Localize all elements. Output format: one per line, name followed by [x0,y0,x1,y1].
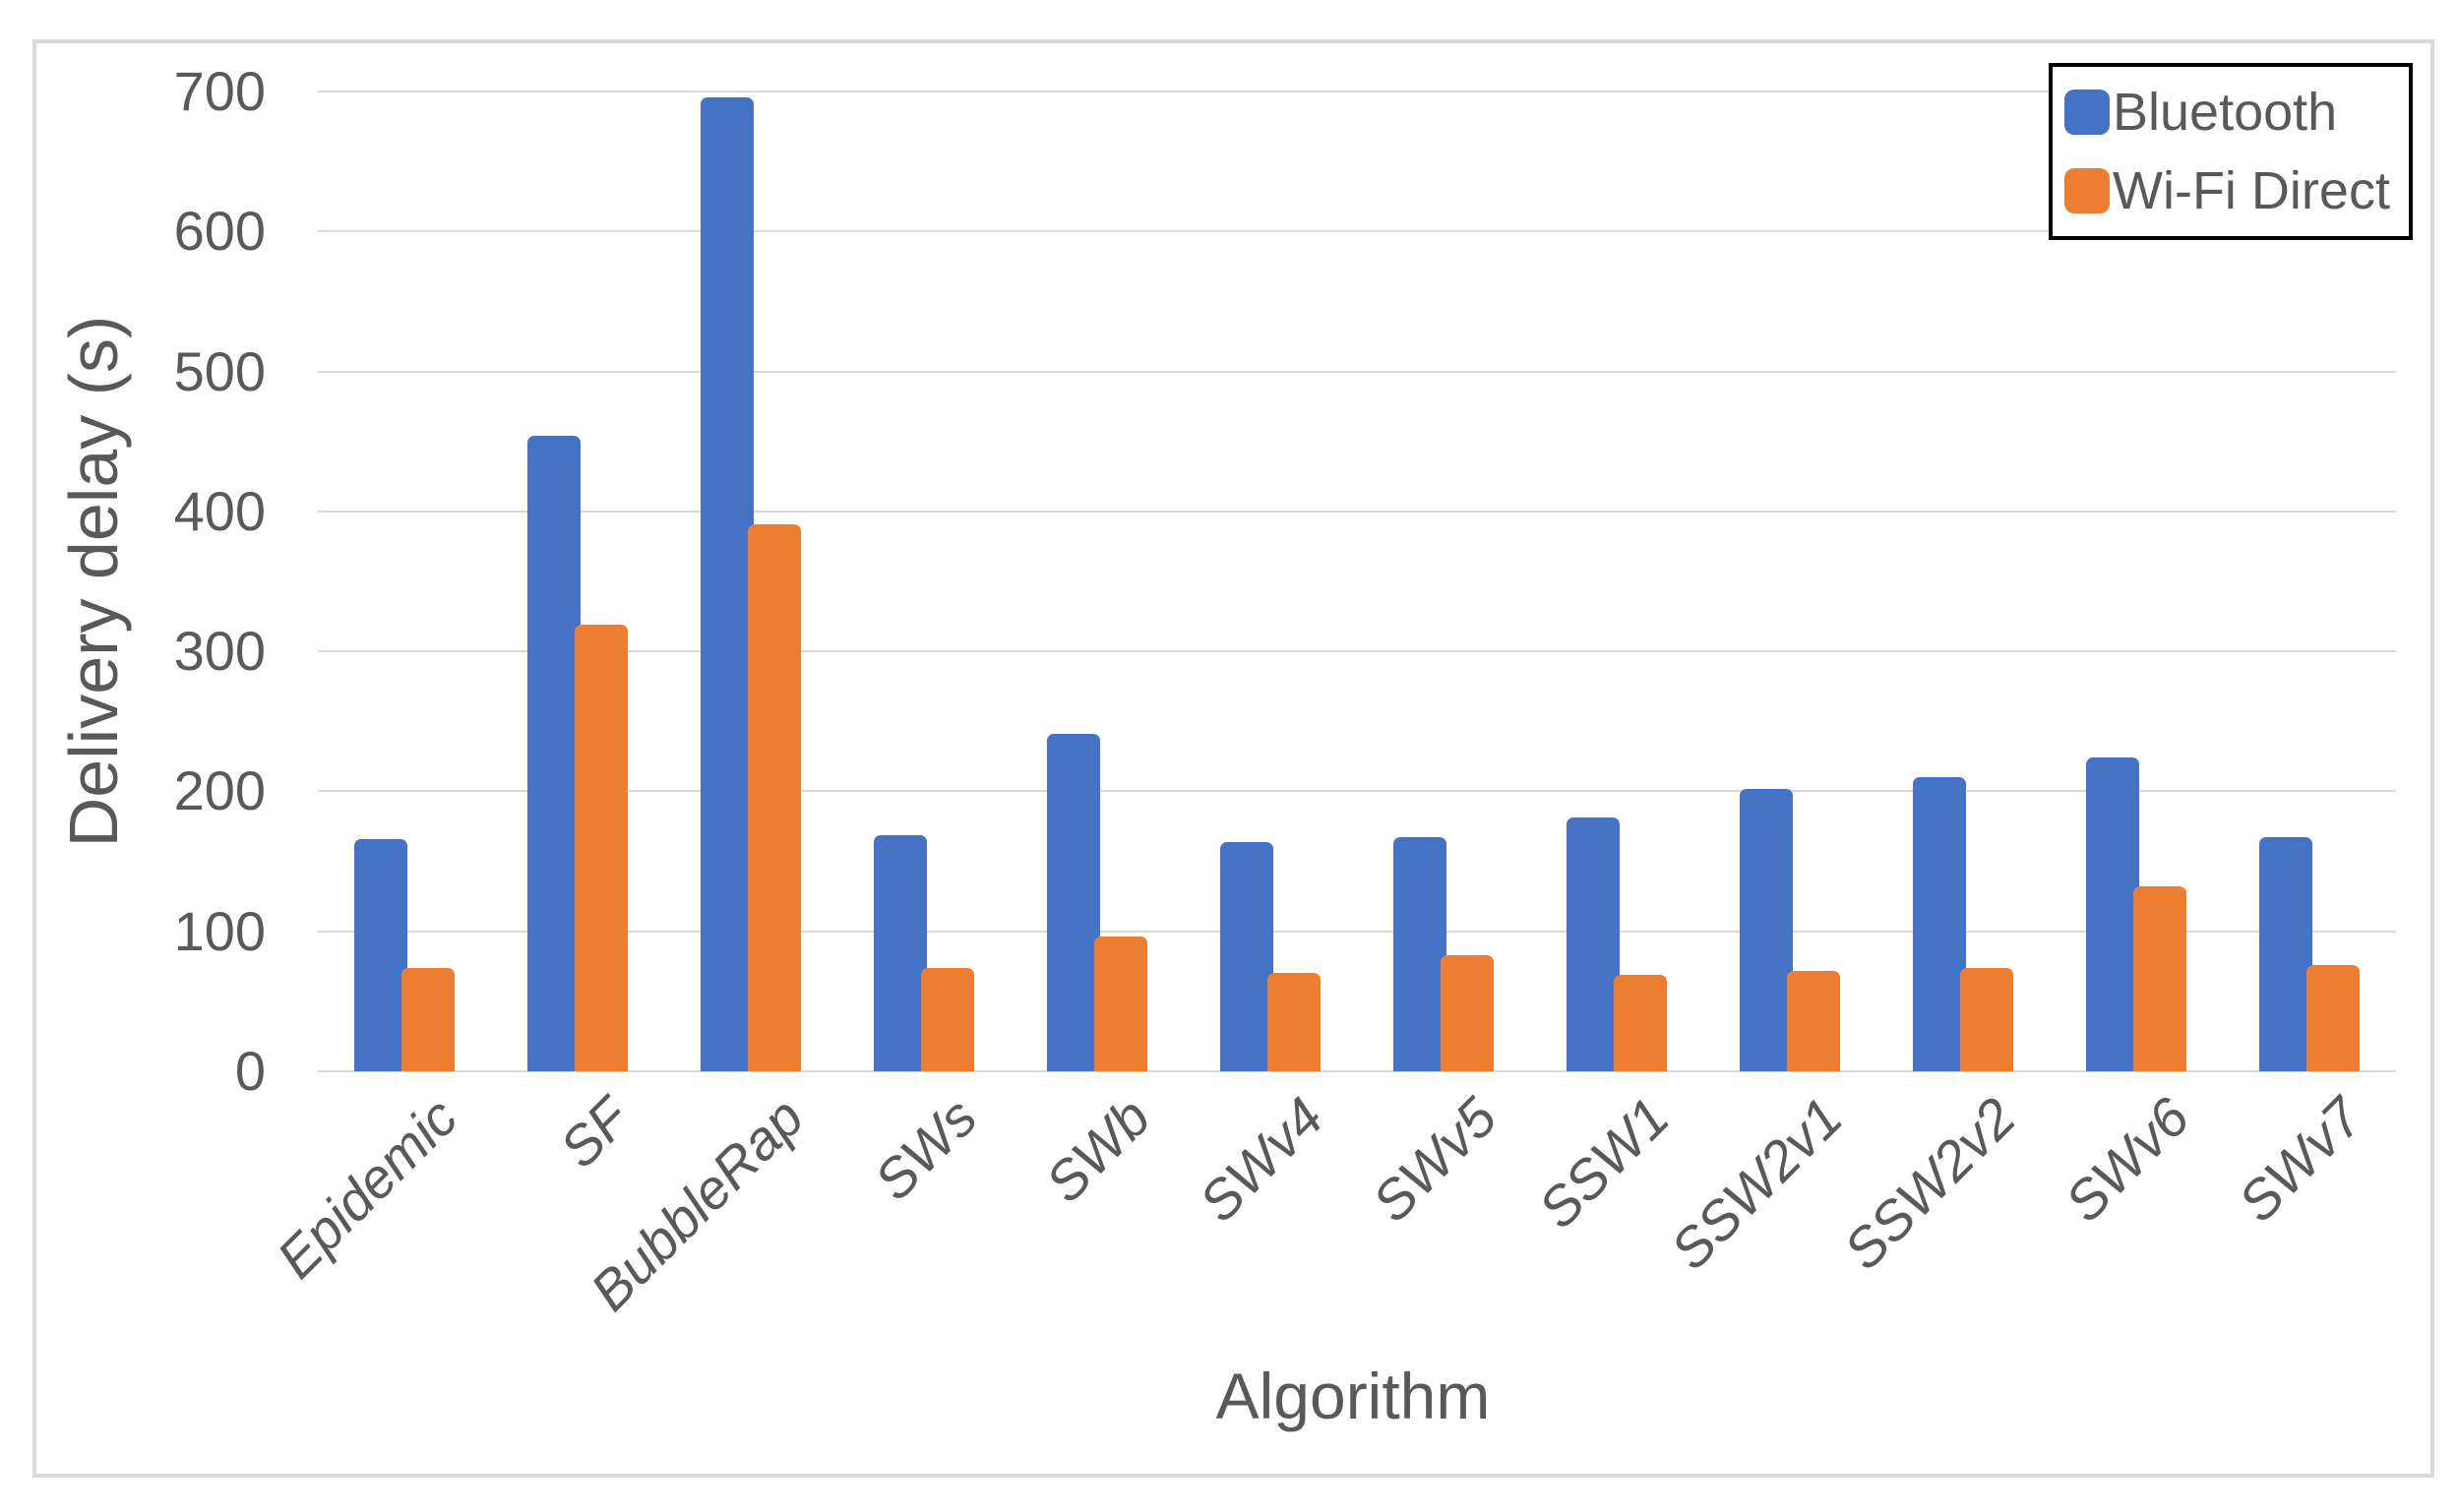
bar-wi-fi-direct-ssw2v1 [1787,970,1840,1071]
legend-item-wi-fi-direct: Wi-Fi Direct [2064,163,2409,218]
legend-swatch-wi-fi-direct-icon [2064,168,2110,213]
bar-bluetooth-ssw2v2 [1913,777,1966,1071]
bar-wi-fi-direct-bubblerap [748,523,801,1071]
legend-swatch-bluetooth-icon [2064,90,2110,135]
gridline-700 [318,91,2396,92]
y-tick-label-600: 600 [173,200,266,263]
bar-bluetooth-swv6 [2086,757,2139,1071]
bar-bluetooth-swv7 [2259,837,2312,1071]
chart-border [32,39,2434,1478]
y-tick-label-100: 100 [173,899,266,962]
bar-wi-fi-direct-swv5 [1441,954,1494,1071]
legend-label-wi-fi-direct: Wi-Fi Direct [2113,161,2390,220]
bar-bluetooth-ssw1 [1567,817,1620,1071]
gridline-200 [318,790,2396,793]
y-tick-label-700: 700 [173,60,266,122]
gridline-600 [318,230,2396,233]
bar-wi-fi-direct-swb [1094,937,1147,1071]
y-tick-label-200: 200 [173,759,266,822]
gridline-500 [318,370,2396,373]
bar-bluetooth-sf [527,436,581,1071]
bar-wi-fi-direct-sf [575,625,628,1071]
plot-area [318,91,2396,1072]
y-tick-label-0: 0 [234,1040,266,1102]
bar-bluetooth-sws [874,834,927,1071]
bar-bluetooth-ssw2v1 [1740,788,1793,1071]
bar-wi-fi-direct-sws [921,967,974,1071]
legend-item-bluetooth: Bluetooth [2064,85,2409,140]
bar-bluetooth-epidemic [354,838,407,1071]
bar-bluetooth-bubblerap [701,96,754,1071]
bar-wi-fi-direct-ssw1 [1614,974,1667,1071]
y-tick-label-500: 500 [173,339,266,402]
x-axis-title: Algorithm [1215,1360,1491,1432]
bar-wi-fi-direct-swv7 [2306,964,2360,1071]
bar-wi-fi-direct-swv4 [1267,973,1321,1071]
bar-wi-fi-direct-ssw2v2 [1960,967,2013,1071]
gridline-300 [318,650,2396,653]
gridline-400 [318,510,2396,513]
y-tick-label-400: 400 [173,479,266,542]
gridline-100 [318,930,2396,933]
legend-label-bluetooth: Bluetooth [2113,83,2338,142]
legend: Bluetooth Wi-Fi Direct [2049,63,2413,240]
bar-bluetooth-swv5 [1393,837,1446,1071]
bar-wi-fi-direct-swv6 [2133,886,2186,1071]
bar-wi-fi-direct-epidemic [401,967,455,1071]
gridline-0 [318,1070,2396,1072]
bar-bluetooth-swb [1047,734,1100,1071]
y-tick-label-300: 300 [173,620,266,683]
bar-bluetooth-swv4 [1220,841,1273,1071]
